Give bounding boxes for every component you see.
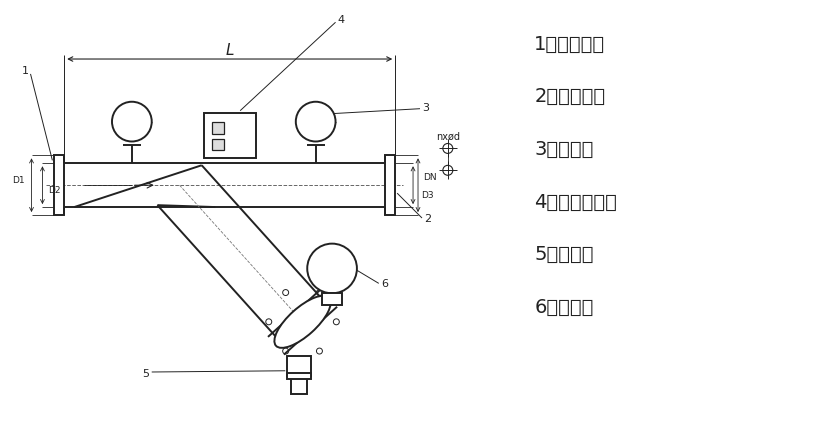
Text: 3: 3	[422, 103, 429, 113]
Text: 5: 5	[142, 369, 149, 379]
Bar	[287, 373, 311, 379]
Text: 3、压力表: 3、压力表	[534, 140, 594, 159]
Circle shape	[307, 244, 357, 293]
Text: nxød: nxød	[436, 132, 459, 142]
Bar	[213, 139, 224, 150]
Circle shape	[296, 102, 335, 142]
Bar	[204, 113, 256, 158]
Text: 6: 6	[381, 279, 388, 289]
Text: D3: D3	[421, 191, 433, 200]
Bar	[287, 356, 311, 376]
Text: 2: 2	[424, 214, 431, 224]
Bar	[323, 293, 342, 305]
Bar	[55, 155, 65, 215]
Text: DN: DN	[423, 173, 437, 182]
Text: D1: D1	[12, 176, 24, 185]
Text: 2、口端法兰: 2、口端法兰	[534, 87, 606, 106]
Text: L: L	[225, 42, 234, 58]
Text: 1: 1	[22, 66, 29, 76]
Text: 4、差压控制器: 4、差压控制器	[534, 193, 617, 212]
Text: 4: 4	[338, 15, 344, 25]
Circle shape	[112, 102, 152, 142]
Ellipse shape	[275, 296, 331, 348]
Text: 6、减速机: 6、减速机	[534, 298, 594, 317]
Bar	[291, 376, 307, 394]
Text: D2: D2	[49, 186, 60, 195]
Text: 5、排污阀: 5、排污阀	[534, 245, 594, 264]
Bar	[386, 155, 395, 215]
Bar	[213, 122, 224, 133]
Text: 1、口端法兰: 1、口端法兰	[534, 35, 606, 54]
